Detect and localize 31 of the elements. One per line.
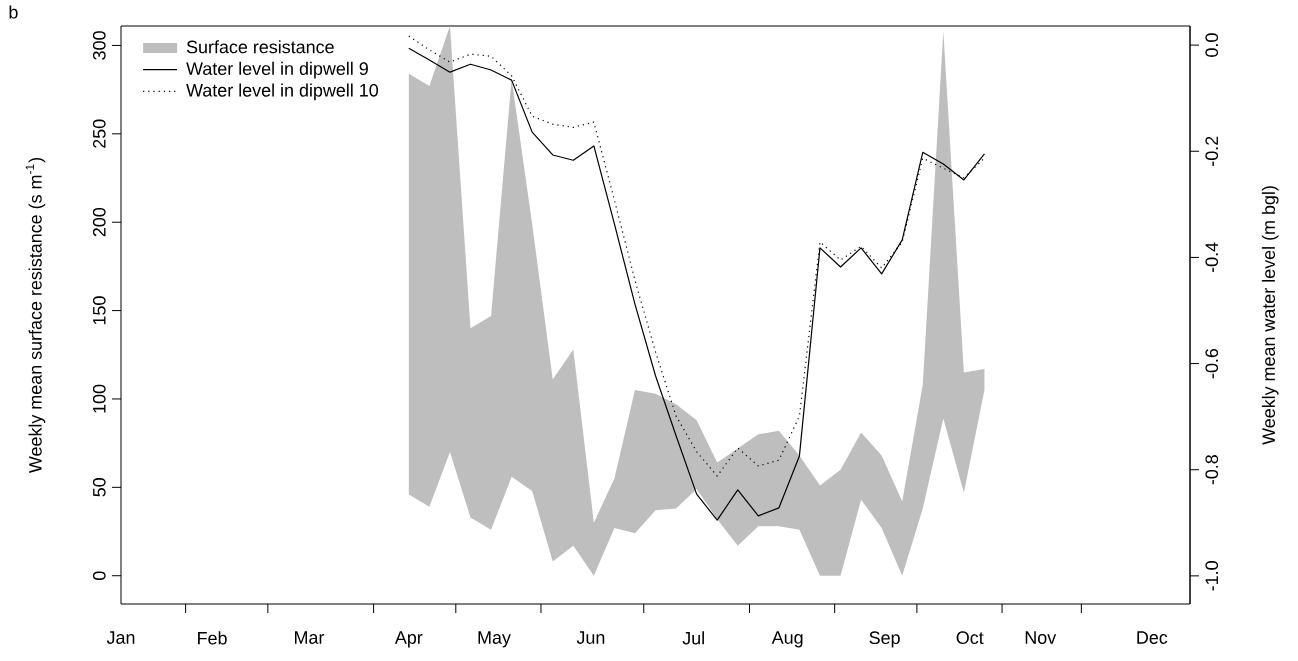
y-tick-label: 300 (92, 31, 106, 60)
y-axis-title: Weekly mean surface resistance (s m$^{-1}$) (25, 157, 46, 474)
legend-label: Water level in dipwell 9 (186, 61, 368, 79)
x-tick-label: Jul (682, 631, 704, 645)
y-tick-label: 250 (92, 119, 106, 148)
x-tick-label: May (478, 631, 511, 648)
x-tick-label: Mar (294, 631, 325, 644)
x-tick-label: Jun (576, 631, 605, 644)
y2-tick-label: -0.4 (1205, 242, 1219, 273)
x-tick-label: Sep (869, 631, 900, 648)
x-tick-label: Aug (771, 631, 803, 648)
y-tick-label: 100 (92, 384, 106, 413)
y-tick-label: 50 (92, 478, 106, 497)
x-tick-label: Feb (198, 631, 227, 645)
x-tick-label: Nov (1025, 631, 1057, 644)
x-tick-label: Apr (394, 631, 423, 648)
y-tick-label: 0 (92, 571, 106, 581)
y2-tick-label: -0.2 (1205, 136, 1219, 166)
y2-tick-label: -1.0 (1205, 561, 1219, 591)
y-tick-label: 150 (92, 296, 106, 325)
legend-label: Water level in dipwell 10 (186, 83, 379, 101)
y2-tick-label: 0.0 (1205, 33, 1219, 57)
y2-tick-label: -0.8 (1205, 455, 1219, 485)
y2-axis-title: Weekly mean water level (m bgl) (1261, 186, 1279, 445)
legend-label: Surface resistance (186, 40, 334, 54)
y2-tick-label: -0.6 (1205, 348, 1219, 379)
y-tick-label: 200 (92, 207, 106, 237)
text: b (9, 5, 18, 19)
x-tick-label: Jan (106, 631, 135, 644)
x-tick-label: Oct (956, 631, 984, 645)
x-tick-label: Dec (1137, 631, 1168, 644)
